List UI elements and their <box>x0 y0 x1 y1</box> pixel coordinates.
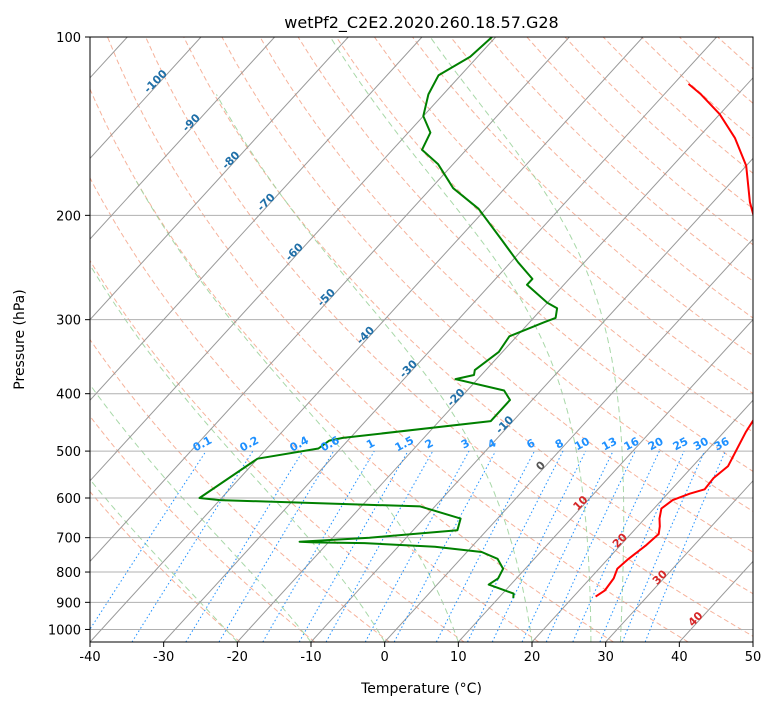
y-tick-label: 1000 <box>48 623 81 638</box>
x-tick-label: -30 <box>153 650 174 665</box>
x-tick-label: 30 <box>597 650 614 665</box>
chart-title: wetPf2_C2E2.2020.260.18.57.G28 <box>284 13 558 33</box>
y-tick-label: 900 <box>56 596 81 611</box>
y-tick-label: 100 <box>56 31 81 46</box>
y-tick-label: 200 <box>56 209 81 224</box>
x-tick-label: 20 <box>524 650 541 665</box>
x-tick-label: 10 <box>450 650 467 665</box>
x-tick-label: 50 <box>745 650 762 665</box>
x-tick-label: 40 <box>671 650 688 665</box>
y-tick-label: 400 <box>56 388 81 403</box>
y-tick-label: 500 <box>56 445 81 460</box>
y-tick-label: 800 <box>56 566 81 581</box>
x-tick-label: -20 <box>227 650 248 665</box>
x-tick-label: -10 <box>300 650 321 665</box>
x-tick-label: -40 <box>79 650 100 665</box>
x-axis-label: Temperature (°C) <box>360 681 482 697</box>
y-tick-label: 300 <box>56 314 81 329</box>
y-tick-label: 600 <box>56 492 81 507</box>
y-axis-label: Pressure (hPa) <box>12 289 28 389</box>
y-tick-label: 700 <box>56 532 81 547</box>
x-tick-label: 0 <box>381 650 389 665</box>
